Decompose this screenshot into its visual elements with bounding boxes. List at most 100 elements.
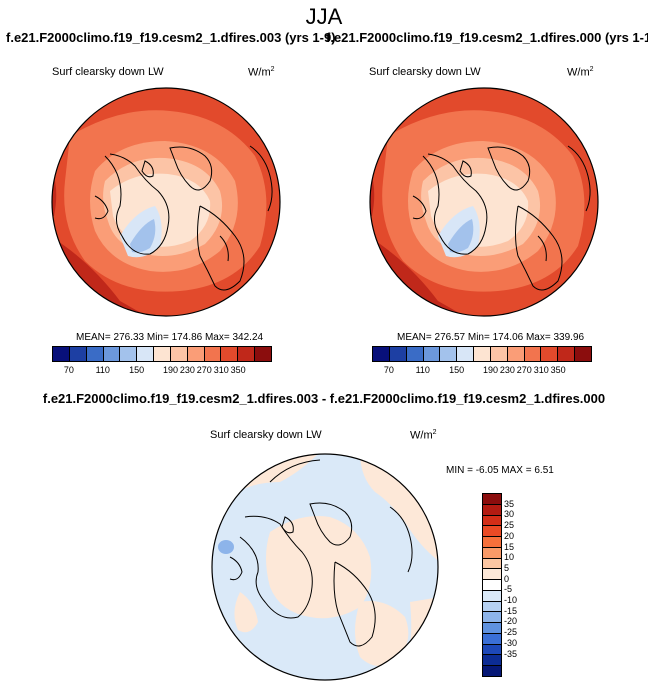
colorbar-tick-label: 110 [415,365,430,375]
diff-colorbar-labels: 35 30 25 20 15 10 5 0 -5 -10 -15 -20 -25 -30 -35 [504,493,544,675]
panel2-colorbar: 70 110 150 190 230 270 310 350 [372,346,592,376]
colorbar-tick-label: 350 [550,365,566,375]
colorbar-swatch [558,347,576,361]
colorbar-tick-label: 230 [499,365,515,375]
colorbar-swatch [238,347,256,361]
panel2-variable-label: Surf clearsky down LW [369,66,481,78]
diff-colorbar-swatch [483,504,501,516]
diff-colorbar-swatch [483,633,501,645]
diff-colorbar-tick-label: 0 [504,573,510,584]
diff-colorbar-swatch [483,558,501,570]
diff-colorbar-tick-label: -10 [504,595,518,606]
diff-map-border [211,453,439,681]
diff-colorbar-tick-label: -5 [504,584,513,595]
colorbar-tick-label: 190 [162,365,178,375]
colorbar-swatch [406,347,424,361]
diff-colorbar-swatch [483,515,501,527]
panel1-stats: MEAN= 276.33 Min= 174.86 Max= 342.24 [76,332,264,343]
colorbar-tick-label: 270 [196,365,212,375]
diff-colorbar-tick-label: -20 [504,616,518,627]
diff-colorbar-tick-label: 20 [504,530,515,541]
colorbar-tick-label: 270 [516,365,532,375]
diff-field-pos-se [355,601,409,666]
colorbar-swatch [255,347,271,361]
diff-colorbar-swatch [483,590,501,602]
colorbar-swatch [541,347,559,361]
diff-colorbar-swatch [483,494,501,505]
colorbar-swatch [524,347,542,361]
diff-colorbar [482,493,502,677]
colorbar-tick-label: 230 [179,365,195,375]
diff-colorbar-swatch [483,547,501,559]
diff-field-neg10 [218,540,234,554]
colorbar-swatch [53,347,70,361]
panel1-units-label: W/m2 [248,66,275,79]
diff-colorbar-swatch [483,569,501,581]
diff-coastlines [229,459,413,647]
colorbar-tick-label: 190 [482,365,498,375]
field-170 [448,219,474,253]
colorbar-swatch [170,347,188,361]
panel1-variable-label: Surf clearsky down LW [52,66,164,78]
panel2-units-label: W/m2 [567,66,594,79]
diff-map [211,453,439,681]
field-330-w [52,166,57,216]
colorbar-swatch [389,347,407,361]
colorbar-swatch [373,347,390,361]
colorbar-tick-label: 150 [129,365,145,375]
panel2-map [369,87,599,317]
diff-colorbar-swatch [483,526,501,538]
diff-units-label: W/m2 [410,429,437,442]
diff-colorbar-tick-label: 10 [504,552,515,563]
panel2-title: f.e21.F2000climo.f19_f19.cesm2_1.dfires.… [326,30,648,45]
diff-colorbar-tick-label: 35 [504,498,515,509]
colorbar-swatch [86,347,104,361]
panel1-map-border [51,87,281,317]
colorbar-tick-label: 150 [449,365,465,375]
season-title: JJA [305,4,343,29]
colorbar-swatch [187,347,205,361]
colorbar-tick-label: 310 [213,365,229,375]
panel1-colorbar: 70 110 150 190 230 270 310 350 [52,346,272,376]
panel2-coastlines [412,145,591,291]
diff-stats: MIN = -6.05 MAX = 6.51 [446,465,554,476]
colorbar-swatch [137,347,155,361]
diff-colorbar-swatch [483,537,501,548]
colorbar-swatch [474,347,491,361]
colorbar-tick-label: 310 [533,365,549,375]
colorbar-swatch [440,347,458,361]
colorbar-tick-label: 110 [95,365,110,375]
diff-title: f.e21.F2000climo.f19_f19.cesm2_1.dfires.… [42,391,606,406]
panel1-map [51,87,281,317]
panel1-coastlines [94,145,273,291]
colorbar-swatch [69,347,87,361]
diff-colorbar-tick-label: -30 [504,637,518,648]
diff-colorbar-swatch [483,580,501,591]
colorbar-swatch [423,347,441,361]
diff-colorbar-tick-label: 30 [504,509,515,520]
colorbar-tick-label: 70 [383,365,394,375]
colorbar-swatch [490,347,508,361]
colorbar-swatch [575,347,591,361]
panel2-stats: MEAN= 276.57 Min= 174.06 Max= 339.96 [397,332,585,343]
diff-colorbar-tick-label: -15 [504,605,518,616]
colorbar-swatch [103,347,121,361]
diff-colorbar-tick-label: -25 [504,627,518,638]
colorbar-tick-label: 70 [63,365,74,375]
diff-colorbar-swatch [483,612,501,624]
diff-colorbar-swatch [483,666,501,677]
field-330-w [370,166,375,216]
colorbar-swatch [221,347,239,361]
panel2-map-border [369,87,599,317]
colorbar-tick-label: 350 [230,365,246,375]
diff-colorbar-swatch [483,644,501,656]
diff-colorbar-tick-label: -35 [504,648,518,659]
colorbar-swatch [507,347,525,361]
colorbar-swatch [457,347,475,361]
diff-colorbar-tick-label: 15 [504,541,515,552]
diff-field-pos-sw [234,592,258,633]
colorbar-swatch [154,347,171,361]
colorbar-swatch [120,347,138,361]
diff-colorbar-tick-label: 25 [504,520,515,531]
diff-colorbar-tick-label: 5 [504,562,510,573]
